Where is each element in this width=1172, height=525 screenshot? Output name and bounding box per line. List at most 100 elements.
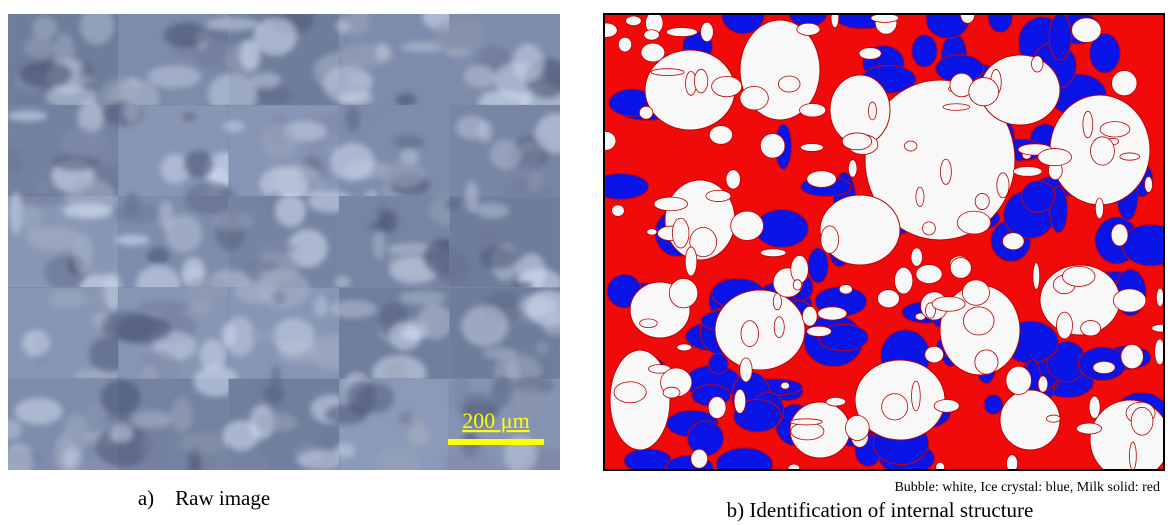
bubble — [1081, 321, 1101, 336]
bubble — [859, 48, 881, 60]
bubble — [1131, 407, 1153, 435]
texture-spot — [335, 275, 351, 288]
bubble — [1076, 423, 1101, 434]
texture-spot — [475, 203, 509, 219]
bubble — [821, 226, 839, 253]
texture-spot — [22, 330, 49, 357]
bubble — [1089, 396, 1100, 418]
scale-bar-label: 200 μm — [462, 408, 529, 433]
texture-spot — [116, 315, 171, 344]
ice-crystal — [716, 448, 773, 481]
texture-spot — [375, 447, 420, 480]
texture-spot — [490, 140, 521, 170]
bubble — [640, 319, 658, 328]
texture-spot — [8, 111, 48, 122]
ice-crystal — [1049, 14, 1071, 60]
bubble — [916, 265, 942, 284]
texture-spot — [2, 147, 24, 176]
texture-spot — [434, 249, 471, 285]
texture-spot — [464, 65, 495, 88]
bubble — [1056, 312, 1072, 339]
bubble — [663, 387, 680, 398]
bubble — [790, 419, 822, 425]
texture-spot — [214, 450, 269, 486]
bubble — [807, 326, 832, 336]
texture-spot — [536, 341, 549, 355]
texture-spot — [110, 424, 132, 442]
ice-crystal — [988, 3, 1012, 32]
texture-spot — [182, 112, 196, 122]
bubble — [1121, 344, 1143, 368]
bubble — [818, 307, 847, 320]
bubble — [797, 23, 820, 35]
bubble — [871, 14, 899, 23]
bubble — [760, 249, 786, 257]
ice-crystal — [624, 449, 671, 473]
texture-spot — [512, 44, 543, 82]
bubble — [706, 190, 731, 201]
bubble — [734, 389, 746, 413]
bubble — [1046, 415, 1060, 422]
bubble — [1072, 18, 1102, 43]
bubble — [654, 197, 688, 211]
bubble — [962, 280, 989, 305]
bubble — [932, 297, 965, 312]
bubble — [612, 205, 625, 217]
texture-spot — [461, 305, 509, 347]
bubble — [997, 173, 1009, 198]
texture-spot — [147, 247, 170, 265]
bubble — [848, 160, 857, 177]
texture-spot — [272, 289, 286, 305]
texture-spot — [270, 365, 282, 406]
bubble — [672, 218, 689, 248]
bubble — [975, 350, 998, 374]
bubble — [1038, 376, 1048, 392]
texture-spot — [330, 300, 377, 318]
bubble — [923, 222, 936, 235]
texture-spot — [124, 101, 139, 122]
bubble — [647, 229, 657, 235]
bubble — [1013, 166, 1042, 176]
ice-crystal — [592, 174, 648, 200]
bubble — [969, 78, 999, 106]
bubble — [641, 43, 665, 62]
bubble — [1111, 224, 1128, 246]
texture-spot — [465, 181, 479, 213]
texture-spot — [380, 161, 427, 187]
texture-spot — [64, 414, 89, 453]
texture-spot — [528, 172, 544, 192]
bubble — [596, 132, 616, 151]
texture-spot — [248, 330, 280, 341]
bubble — [1100, 122, 1130, 137]
texture-spot — [171, 397, 192, 433]
bubble — [802, 306, 817, 326]
bubble — [1113, 289, 1146, 312]
bubble — [943, 104, 970, 111]
ice-crystal — [984, 395, 1003, 415]
bubble — [912, 381, 921, 411]
bubble — [639, 106, 653, 119]
bubble — [1062, 266, 1095, 286]
texture-spot — [15, 192, 64, 206]
bubble — [1095, 198, 1103, 219]
texture-spot — [393, 135, 425, 148]
texture-spot — [15, 398, 63, 424]
texture-spot — [346, 6, 370, 37]
texture-spot — [379, 210, 398, 233]
bubble — [781, 382, 790, 389]
bubble — [1112, 71, 1137, 96]
texture-spot — [275, 195, 306, 227]
texture-spot — [479, 246, 518, 269]
texture-spot — [250, 72, 281, 88]
texture-spot — [223, 121, 244, 132]
texture-spot — [389, 322, 421, 350]
texture-spot — [130, 411, 173, 428]
texture-spot — [535, 113, 580, 153]
texture-spot — [100, 380, 140, 416]
bubble — [975, 193, 989, 209]
caption-b: b) Identification of internal structure — [727, 498, 1034, 522]
bubble — [677, 344, 692, 351]
bubble — [651, 69, 684, 76]
bubble — [1038, 149, 1072, 166]
texture-spot — [213, 214, 254, 230]
